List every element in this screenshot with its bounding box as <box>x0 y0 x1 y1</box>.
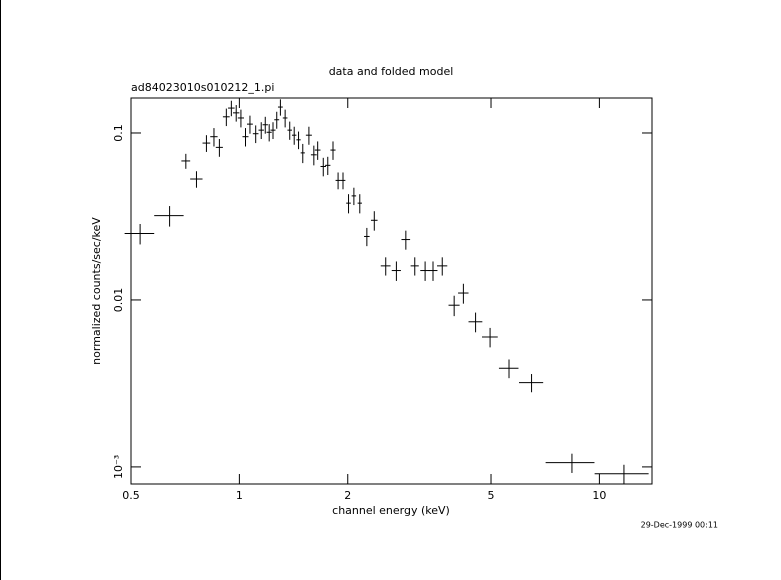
x-tick-label: 2 <box>344 489 351 502</box>
x-axis-label: channel energy (keV) <box>332 504 450 517</box>
x-tick-label: 1 <box>236 489 243 502</box>
x-tick-label: 10 <box>592 489 606 502</box>
y-axis-label: normalized counts/sec/keV <box>90 217 103 365</box>
timestamp: 29-Dec-1999 00:11 <box>641 521 718 530</box>
plot-frame <box>130 97 653 485</box>
x-tick-label: 0.5 <box>122 489 140 502</box>
chart-subtitle: ad84023010s010212_1.pi <box>131 81 274 94</box>
x-tick-label: 5 <box>488 489 495 502</box>
y-tick-label: 0.01 <box>112 288 125 313</box>
y-tick-label: 0.1 <box>112 124 125 142</box>
chart-title: data and folded model <box>329 65 454 78</box>
y-tick-label: 10⁻³ <box>112 455 125 479</box>
